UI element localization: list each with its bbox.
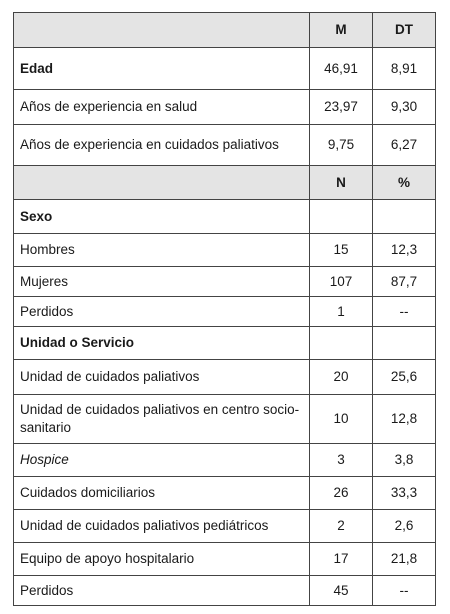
row-label: Hospice [13,443,310,477]
row-label: Años de experiencia en salud [13,89,310,125]
value-cell: 3 [309,443,373,477]
value-cell: 20 [309,359,373,395]
header-cell [13,12,310,48]
value-cell: 87,7 [372,266,436,297]
value-cell: 46,91 [309,47,373,90]
header-cell: % [372,165,436,200]
value-cell: 9,30 [372,89,436,125]
row-label: Edad [13,47,310,90]
empty-cell [372,199,436,234]
value-cell: 10 [309,394,373,444]
value-cell: 6,27 [372,124,436,166]
table-row: Hospice 3 3,8 [13,443,436,477]
table-row: Años de experiencia en salud 23,97 9,30 [13,89,436,125]
table-row: Sexo [13,199,436,234]
value-cell: 33,3 [372,476,436,510]
row-label: Unidad de cuidados paliativos [13,359,310,395]
section-title: Unidad o Servicio [13,326,310,360]
table-row: Unidad o Servicio [13,326,436,360]
header-cell: M [309,12,373,48]
value-cell: 12,8 [372,394,436,444]
header-cell: DT [372,12,436,48]
header-cell: N [309,165,373,200]
value-cell: 23,97 [309,89,373,125]
table-row: M DT [13,12,436,48]
value-cell: 25,6 [372,359,436,395]
value-cell: 3,8 [372,443,436,477]
table-row: Hombres 15 12,3 [13,233,436,267]
row-label: Hombres [13,233,310,267]
value-cell: 9,75 [309,124,373,166]
value-cell: 1 [309,296,373,327]
row-label: Unidad de cuidados paliativos en centro … [13,394,310,444]
value-cell: -- [372,296,436,327]
table-row: Años de experiencia en cuidados paliativ… [13,124,436,166]
value-cell: 107 [309,266,373,297]
value-cell: 26 [309,476,373,510]
table-row: Cuidados domiciliarios 26 33,3 [13,476,436,510]
value-cell: 15 [309,233,373,267]
value-cell: 45 [309,575,373,606]
table-row: Unidad de cuidados paliativos en centro … [13,394,436,444]
table-row: Perdidos 1 -- [13,296,436,327]
section-title: Sexo [13,199,310,234]
value-cell: 2 [309,509,373,543]
empty-cell [309,326,373,360]
empty-cell [309,199,373,234]
table-row: N% [13,165,436,200]
value-cell: 12,3 [372,233,436,267]
table-body: M DT Edad 46,91 8,91 Años de experiencia en s… [13,12,436,606]
table-row: Perdidos 45 -- [13,575,436,606]
value-cell: -- [372,575,436,606]
row-label: Perdidos [13,296,310,327]
empty-cell [372,326,436,360]
row-label: Mujeres [13,266,310,297]
row-label: Años de experiencia en cuidados paliativ… [13,124,310,166]
value-cell: 8,91 [372,47,436,90]
row-label: Unidad de cuidados paliativos pediátrico… [13,509,310,543]
value-cell: 17 [309,542,373,576]
value-cell: 21,8 [372,542,436,576]
row-label: Perdidos [13,575,310,606]
table-row: Unidad de cuidados paliativos pediátrico… [13,509,436,543]
table-row: Edad 46,91 8,91 [13,47,436,90]
value-cell: 2,6 [372,509,436,543]
header-cell [13,165,310,200]
row-label: Cuidados domiciliarios [13,476,310,510]
row-label: Equipo de apoyo hospitalario [13,542,310,576]
data-table: M DT Edad 46,91 8,91 Años de experiencia en s… [13,12,436,606]
table-row: Unidad de cuidados paliativos 20 25,6 [13,359,436,395]
table-row: Equipo de apoyo hospitalario 17 21,8 [13,542,436,576]
table-row: Mujeres 107 87,7 [13,266,436,297]
